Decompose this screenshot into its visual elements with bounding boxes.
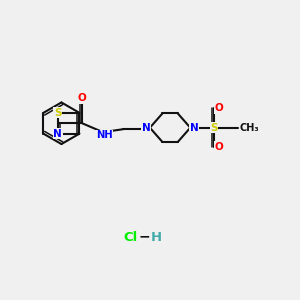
- Text: N: N: [142, 123, 150, 133]
- Text: O: O: [78, 93, 86, 103]
- Text: N: N: [190, 123, 199, 133]
- Text: H: H: [150, 231, 161, 244]
- Text: NH: NH: [96, 130, 112, 140]
- Text: N: N: [53, 129, 62, 139]
- Text: S: S: [210, 123, 218, 133]
- Text: −: −: [138, 230, 150, 244]
- Text: O: O: [214, 142, 223, 152]
- Text: CH₃: CH₃: [239, 123, 259, 133]
- Text: Cl: Cl: [124, 231, 138, 244]
- Text: S: S: [54, 108, 62, 118]
- Text: O: O: [214, 103, 223, 113]
